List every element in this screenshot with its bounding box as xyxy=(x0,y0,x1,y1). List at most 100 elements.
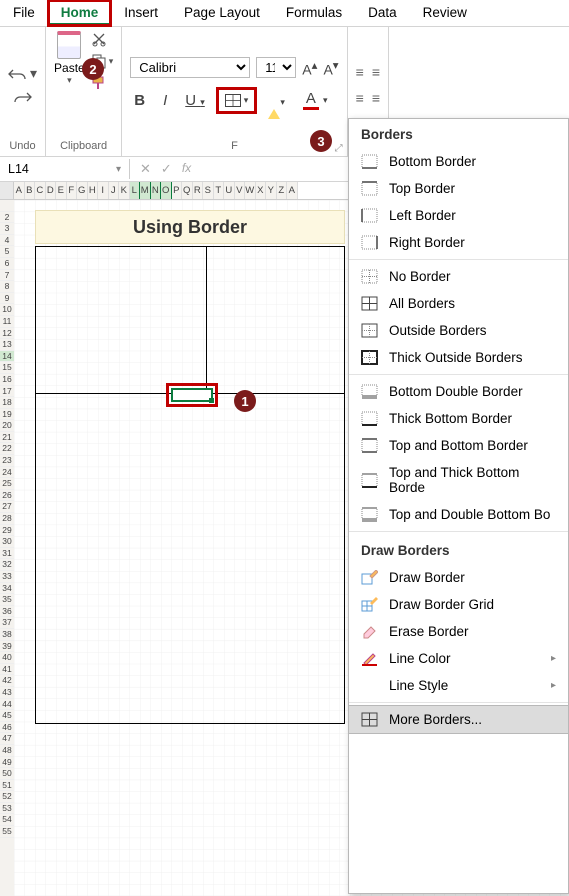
row-header[interactable]: 21 xyxy=(0,432,14,444)
row-header[interactable]: 33 xyxy=(0,571,14,583)
tab-data[interactable]: Data xyxy=(355,0,410,26)
dd-draw-grid[interactable]: Draw Border Grid xyxy=(349,591,568,618)
row-header[interactable]: 10 xyxy=(0,304,14,316)
dd-top-bottom[interactable]: Top and Bottom Border xyxy=(349,432,568,459)
row-header[interactable]: 40 xyxy=(0,652,14,664)
row-header[interactable]: 30 xyxy=(0,536,14,548)
column-header[interactable]: N xyxy=(151,182,162,199)
fx-icon[interactable]: fx xyxy=(182,161,191,177)
row-header[interactable]: 4 xyxy=(0,235,14,247)
row-header[interactable]: 2 xyxy=(0,212,14,224)
row-header[interactable]: 28 xyxy=(0,513,14,525)
tab-insert[interactable]: Insert xyxy=(111,0,171,26)
paste-button[interactable]: Paste ▾ xyxy=(54,31,85,86)
row-header[interactable]: 19 xyxy=(0,409,14,421)
column-header[interactable]: C xyxy=(35,182,46,199)
dd-top-double-bottom[interactable]: Top and Double Bottom Bo xyxy=(349,501,568,528)
row-header[interactable]: 55 xyxy=(0,826,14,838)
column-header[interactable]: U xyxy=(224,182,235,199)
decrease-font-icon[interactable]: A▾ xyxy=(323,58,338,78)
row-header[interactable]: 20 xyxy=(0,420,14,432)
fill-handle[interactable] xyxy=(209,398,214,403)
align-center-icon[interactable]: ≡ xyxy=(372,90,380,106)
row-header[interactable]: 26 xyxy=(0,490,14,502)
row-header[interactable]: 6 xyxy=(0,258,14,270)
align-left-icon[interactable]: ≡ xyxy=(356,90,364,106)
row-header[interactable]: 31 xyxy=(0,548,14,560)
column-header[interactable]: K xyxy=(119,182,130,199)
dd-thick-outside[interactable]: Thick Outside Borders xyxy=(349,344,568,371)
row-header[interactable]: 3 xyxy=(0,223,14,235)
column-header[interactable]: R xyxy=(193,182,204,199)
row-header[interactable]: 23 xyxy=(0,455,14,467)
dd-line-color[interactable]: Line Color▸ xyxy=(349,645,568,672)
tab-formulas[interactable]: Formulas xyxy=(273,0,355,26)
column-header[interactable]: L xyxy=(130,182,141,199)
dd-top-border[interactable]: Top Border xyxy=(349,175,568,202)
row-header[interactable]: 14 xyxy=(0,351,14,363)
row-header[interactable]: 24 xyxy=(0,467,14,479)
column-header[interactable]: B xyxy=(25,182,36,199)
dd-bottom-border[interactable]: Bottom Border xyxy=(349,148,568,175)
row-header[interactable]: 17 xyxy=(0,386,14,398)
row-header[interactable]: 51 xyxy=(0,780,14,792)
row-header[interactable]: 54 xyxy=(0,814,14,826)
column-header[interactable]: Q xyxy=(182,182,193,199)
underline-button[interactable]: U ▾ xyxy=(181,90,209,111)
column-header[interactable]: J xyxy=(109,182,120,199)
row-header[interactable]: 11 xyxy=(0,316,14,328)
row-header[interactable]: 22 xyxy=(0,443,14,455)
column-header[interactable]: G xyxy=(77,182,88,199)
row-header[interactable]: 16 xyxy=(0,374,14,386)
row-header[interactable]: 8 xyxy=(0,281,14,293)
dd-bottom-double[interactable]: Bottom Double Border xyxy=(349,378,568,405)
bold-button[interactable]: B xyxy=(130,90,149,111)
row-header[interactable]: 42 xyxy=(0,675,14,687)
fill-color-button[interactable]: ▾ xyxy=(264,90,289,111)
redo-button[interactable] xyxy=(14,90,32,104)
row-header[interactable]: 36 xyxy=(0,606,14,618)
row-header[interactable]: 32 xyxy=(0,559,14,571)
column-header[interactable]: I xyxy=(98,182,109,199)
cancel-icon[interactable]: ✕ xyxy=(140,161,151,177)
undo-button[interactable]: ▾ xyxy=(8,65,37,82)
column-header[interactable]: T xyxy=(214,182,225,199)
column-header[interactable]: O xyxy=(161,182,172,199)
cut-button[interactable] xyxy=(91,31,114,47)
font-dialog-launcher-icon[interactable]: ⤢ xyxy=(335,143,343,154)
dd-thick-bottom[interactable]: Thick Bottom Border xyxy=(349,405,568,432)
row-header[interactable]: 48 xyxy=(0,745,14,757)
tab-review[interactable]: Review xyxy=(410,0,480,26)
column-header[interactable]: M xyxy=(140,182,151,199)
row-header[interactable] xyxy=(0,200,14,212)
dd-draw-border[interactable]: Draw Border xyxy=(349,564,568,591)
row-header[interactable]: 41 xyxy=(0,664,14,676)
column-header[interactable]: Z xyxy=(277,182,288,199)
selected-cell[interactable] xyxy=(171,388,213,402)
row-header[interactable]: 15 xyxy=(0,362,14,374)
row-header[interactable]: 49 xyxy=(0,757,14,769)
dd-no-border[interactable]: No Border xyxy=(349,263,568,290)
font-color-button[interactable]: A ▾ xyxy=(299,88,332,112)
row-header[interactable]: 34 xyxy=(0,583,14,595)
align-middle-icon[interactable]: ≡ xyxy=(372,64,380,80)
column-header[interactable]: E xyxy=(56,182,67,199)
column-header[interactable]: V xyxy=(235,182,246,199)
row-header[interactable]: 39 xyxy=(0,641,14,653)
row-header[interactable]: 43 xyxy=(0,687,14,699)
row-header[interactable]: 50 xyxy=(0,768,14,780)
row-header[interactable]: 38 xyxy=(0,629,14,641)
enter-icon[interactable]: ✓ xyxy=(161,161,172,177)
row-header[interactable]: 12 xyxy=(0,328,14,340)
dd-left-border[interactable]: Left Border xyxy=(349,202,568,229)
row-header[interactable]: 27 xyxy=(0,501,14,513)
row-header[interactable]: 5 xyxy=(0,246,14,258)
italic-button[interactable]: I xyxy=(159,90,171,111)
increase-font-icon[interactable]: A▴ xyxy=(302,58,317,78)
row-header[interactable]: 47 xyxy=(0,733,14,745)
dd-top-thick-bottom[interactable]: Top and Thick Bottom Borde xyxy=(349,459,568,501)
row-header[interactable]: 9 xyxy=(0,293,14,305)
row-header[interactable]: 53 xyxy=(0,803,14,815)
column-header[interactable]: X xyxy=(256,182,267,199)
column-header[interactable]: Y xyxy=(266,182,277,199)
